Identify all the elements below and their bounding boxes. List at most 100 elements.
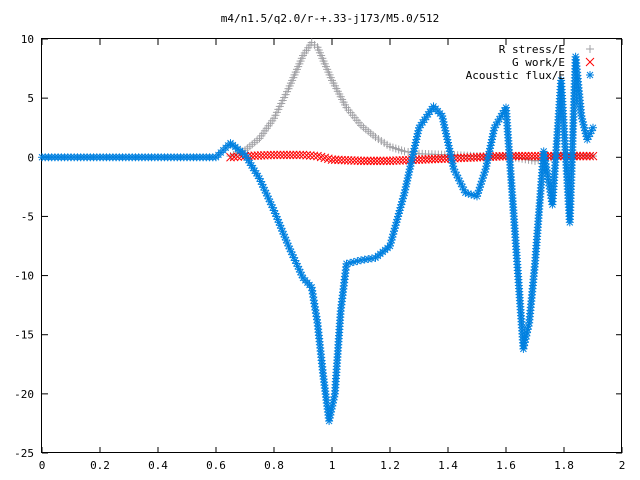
data-point [462, 153, 472, 163]
data-point [498, 151, 508, 161]
x-tick-label: 2 [619, 459, 626, 472]
data-point [313, 151, 322, 161]
data-point [541, 156, 550, 165]
data-point [250, 151, 260, 161]
data-point [524, 151, 533, 161]
data-point [400, 147, 409, 156]
data-point [585, 151, 595, 161]
data-point [456, 153, 466, 163]
data-point [337, 155, 347, 165]
data-point [527, 151, 537, 161]
data-point [531, 156, 539, 165]
data-point [226, 152, 235, 162]
chart-title: m4/n1.5/q2.0/r-+.33-j173/M5.0/512 [221, 12, 440, 25]
data-point [440, 123, 449, 132]
data-point [388, 156, 398, 166]
data-point [372, 156, 382, 166]
data-point [589, 123, 597, 132]
data-point [320, 153, 330, 163]
data-point [400, 188, 409, 197]
data-point [472, 152, 482, 162]
data-point [302, 150, 311, 160]
data-point [295, 150, 305, 160]
legend-marker [586, 71, 594, 79]
data-point [575, 151, 585, 161]
data-point [253, 151, 263, 160]
data-point [437, 154, 446, 164]
x-tick-label: 0.8 [264, 459, 284, 472]
data-point [582, 151, 591, 161]
legend-marker [586, 45, 594, 53]
y-tick-label: 0 [27, 151, 34, 164]
data-point [379, 156, 388, 166]
y-tick-label: -25 [14, 447, 34, 460]
legend-label: R stress/E [499, 43, 565, 56]
y-tick-label: 5 [27, 92, 34, 105]
x-tick-label: 0.4 [148, 459, 168, 472]
data-point [469, 153, 479, 162]
x-tick-label: 0 [39, 459, 46, 472]
data-point [385, 156, 395, 166]
data-point [424, 154, 434, 164]
data-point [276, 150, 285, 160]
x-tick-label: 1.4 [438, 459, 458, 472]
data-point [330, 155, 340, 165]
series-2 [38, 52, 597, 426]
data-point [578, 151, 588, 161]
data-point [282, 150, 292, 160]
data-point [266, 150, 276, 160]
data-point [247, 151, 256, 161]
data-point [356, 156, 366, 166]
data-point [486, 141, 495, 150]
data-point [392, 156, 401, 165]
data-point [495, 152, 504, 161]
legend-marker [585, 57, 595, 67]
y-tick-label: -5 [21, 210, 34, 223]
data-point [256, 151, 266, 160]
data-point [263, 150, 272, 160]
data-point [269, 150, 279, 160]
data-point [334, 155, 343, 165]
data-point [259, 150, 269, 160]
data-point [316, 152, 326, 162]
data-point [366, 156, 376, 166]
data-marks [38, 38, 598, 426]
data-point [514, 151, 524, 161]
legend-label: G work/E [512, 56, 565, 69]
data-point [520, 151, 530, 161]
data-point [285, 150, 295, 160]
data-point [466, 153, 475, 162]
data-point [430, 154, 440, 164]
data-point [395, 156, 405, 165]
data-point [427, 154, 437, 164]
x-tick-label: 1.6 [496, 459, 516, 472]
data-point [519, 344, 528, 353]
data-point [346, 156, 356, 165]
x-tick-label: 0.2 [90, 459, 110, 472]
data-point [517, 151, 527, 161]
data-point [363, 156, 372, 166]
x-tick-label: 0.6 [206, 459, 226, 472]
data-point [359, 156, 369, 166]
data-point [421, 155, 430, 164]
data-point [288, 150, 298, 160]
data-point [350, 156, 359, 165]
data-point [327, 404, 336, 413]
data-point [310, 302, 319, 311]
data-point [475, 152, 485, 162]
legend-label: Acoustic flux/E [466, 69, 565, 82]
data-point [459, 153, 469, 163]
data-point [279, 150, 289, 160]
data-point [340, 155, 350, 165]
data-point [440, 154, 450, 163]
data-point [398, 155, 408, 165]
data-point [309, 151, 319, 161]
data-point [312, 312, 321, 321]
x-tick-label: 1.8 [554, 459, 574, 472]
x-tick-label: 1 [329, 459, 336, 472]
data-point [511, 153, 520, 162]
data-point [292, 150, 301, 160]
y-tick-label: -10 [14, 270, 34, 283]
data-point [272, 150, 282, 160]
